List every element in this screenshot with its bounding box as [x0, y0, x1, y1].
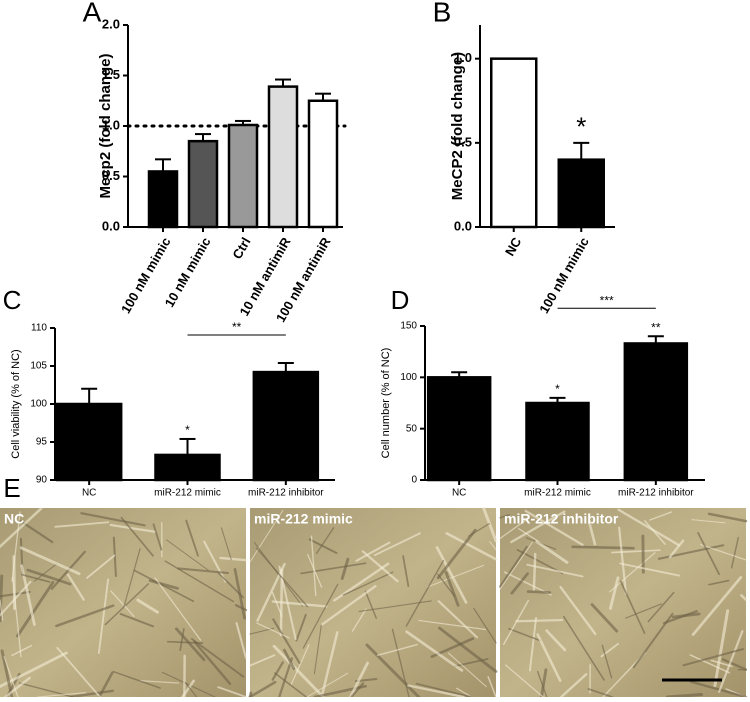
cell-texture — [534, 554, 535, 590]
cell-texture — [14, 557, 15, 609]
bar — [229, 125, 257, 227]
y-tick-label: 95 — [36, 437, 48, 448]
y-tick-label: 0 — [411, 475, 417, 486]
y-axis-label: Cell number (% of NC) — [380, 348, 392, 459]
chart-panel: B MeCP2 (fold change) 0.0 0.5 1.0 NC 100 nM mi… — [433, 0, 615, 316]
y-axis-label: MeCP2 (fold change) — [449, 52, 466, 200]
bar — [428, 377, 490, 480]
x-tick-label: Ctrl — [229, 235, 253, 262]
significance: ** — [232, 320, 242, 334]
significance: * — [185, 423, 190, 437]
x-tick-label: NC — [452, 488, 466, 499]
x-tick-label: 100 nM mimic — [536, 235, 592, 316]
bar — [57, 404, 121, 480]
bar — [156, 455, 220, 480]
y-axis-label: Cell viability (% of NC) — [10, 349, 22, 458]
y-tick-label: 50 — [406, 423, 418, 434]
y-tick-label: 1.0 — [102, 117, 120, 132]
significance: ** — [651, 320, 661, 334]
bar — [254, 372, 318, 480]
panel-label: D — [391, 285, 410, 315]
panel-label: E — [3, 473, 20, 503]
y-tick-label: 0.5 — [102, 168, 120, 183]
bar — [149, 171, 177, 227]
y-tick-label: 0.0 — [454, 218, 472, 233]
micrograph-image — [500, 508, 746, 697]
bar — [625, 343, 687, 480]
panel-label: C — [3, 285, 22, 315]
y-tick-label: 1.0 — [454, 50, 472, 65]
bar — [269, 87, 297, 227]
cell-texture — [573, 547, 634, 548]
cell-texture — [528, 592, 550, 593]
significance: *** — [600, 293, 614, 307]
x-tick-label: miR-212 inhibitor — [248, 488, 324, 499]
micrograph: NC — [0, 508, 246, 697]
y-tick-label: 110 — [31, 323, 47, 334]
y-tick-label: 105 — [30, 361, 47, 372]
bar — [189, 141, 217, 227]
bar — [559, 160, 604, 227]
micrograph: miR-212 inhibitor — [500, 508, 746, 697]
y-tick-label: 150 — [400, 321, 417, 332]
micrograph-label: NC — [4, 511, 24, 527]
cell-texture — [516, 620, 562, 621]
x-tick-label: NC — [82, 488, 96, 499]
x-tick-label: NC — [502, 234, 525, 258]
significance: * — [576, 112, 586, 142]
bar — [527, 403, 589, 480]
y-tick-label: 90 — [36, 475, 48, 486]
y-tick-label: 100 — [30, 399, 47, 410]
bar — [309, 101, 337, 227]
x-tick-label: miR-212 inhibitor — [618, 488, 694, 499]
y-tick-label: 0.0 — [102, 218, 120, 233]
micrograph-label: miR-212 mimic — [254, 511, 353, 527]
x-tick-label: miR-212 mimic — [524, 488, 591, 499]
y-tick-label: 1.5 — [102, 67, 120, 82]
chart-panel: D Cell number (% of NC) 0 50 100 150 NC miR-212… — [380, 285, 705, 499]
y-tick-label: 0.5 — [454, 134, 472, 149]
micrograph-label: miR-212 inhibitor — [504, 511, 619, 527]
y-tick-label: 100 — [400, 372, 417, 383]
y-tick-label: 2.0 — [102, 16, 120, 31]
micrograph: miR-212 mimic — [250, 508, 496, 697]
x-tick-label: miR-212 mimic — [154, 488, 221, 499]
significance: * — [555, 382, 560, 396]
bar — [491, 59, 536, 227]
panel-label: A — [83, 0, 102, 27]
panel-label: B — [433, 0, 452, 27]
